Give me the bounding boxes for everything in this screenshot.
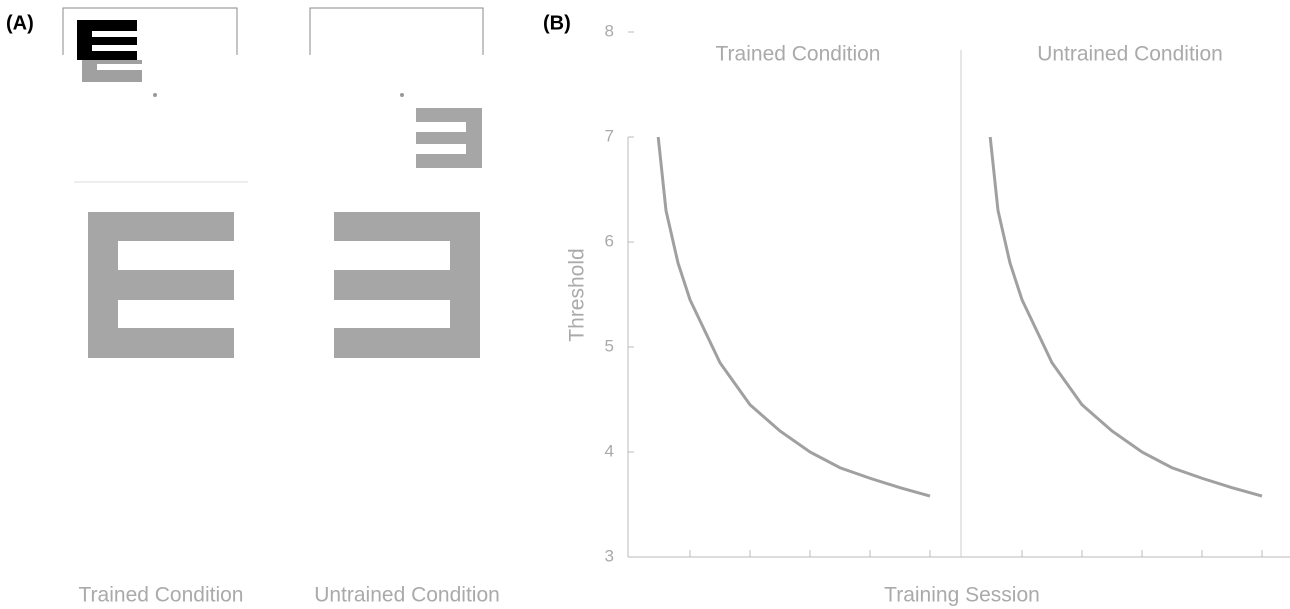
caption: Trained Condition xyxy=(79,584,244,607)
y-tick-label: 7 xyxy=(605,126,614,145)
curve xyxy=(988,136,1263,498)
panel-label: (B) xyxy=(543,12,571,34)
y-tick-label: 8 xyxy=(605,21,614,40)
x-axis-label: Training Session xyxy=(884,584,1040,607)
caption: Untrained Condition xyxy=(314,584,500,607)
subplot-title: Trained Condition xyxy=(716,43,881,66)
stimulus-untrained xyxy=(309,7,484,358)
y-tick-label: 5 xyxy=(605,336,614,355)
panel-label: (A) xyxy=(6,12,34,34)
stimulus-trained xyxy=(62,7,248,358)
curve xyxy=(656,136,931,498)
subplot-title: Untrained Condition xyxy=(1037,43,1223,66)
y-tick-label: 4 xyxy=(605,441,614,460)
y-axis-label: Threshold xyxy=(566,248,589,341)
y-tick-label: 6 xyxy=(605,231,614,250)
y-tick-label: 3 xyxy=(605,546,614,565)
